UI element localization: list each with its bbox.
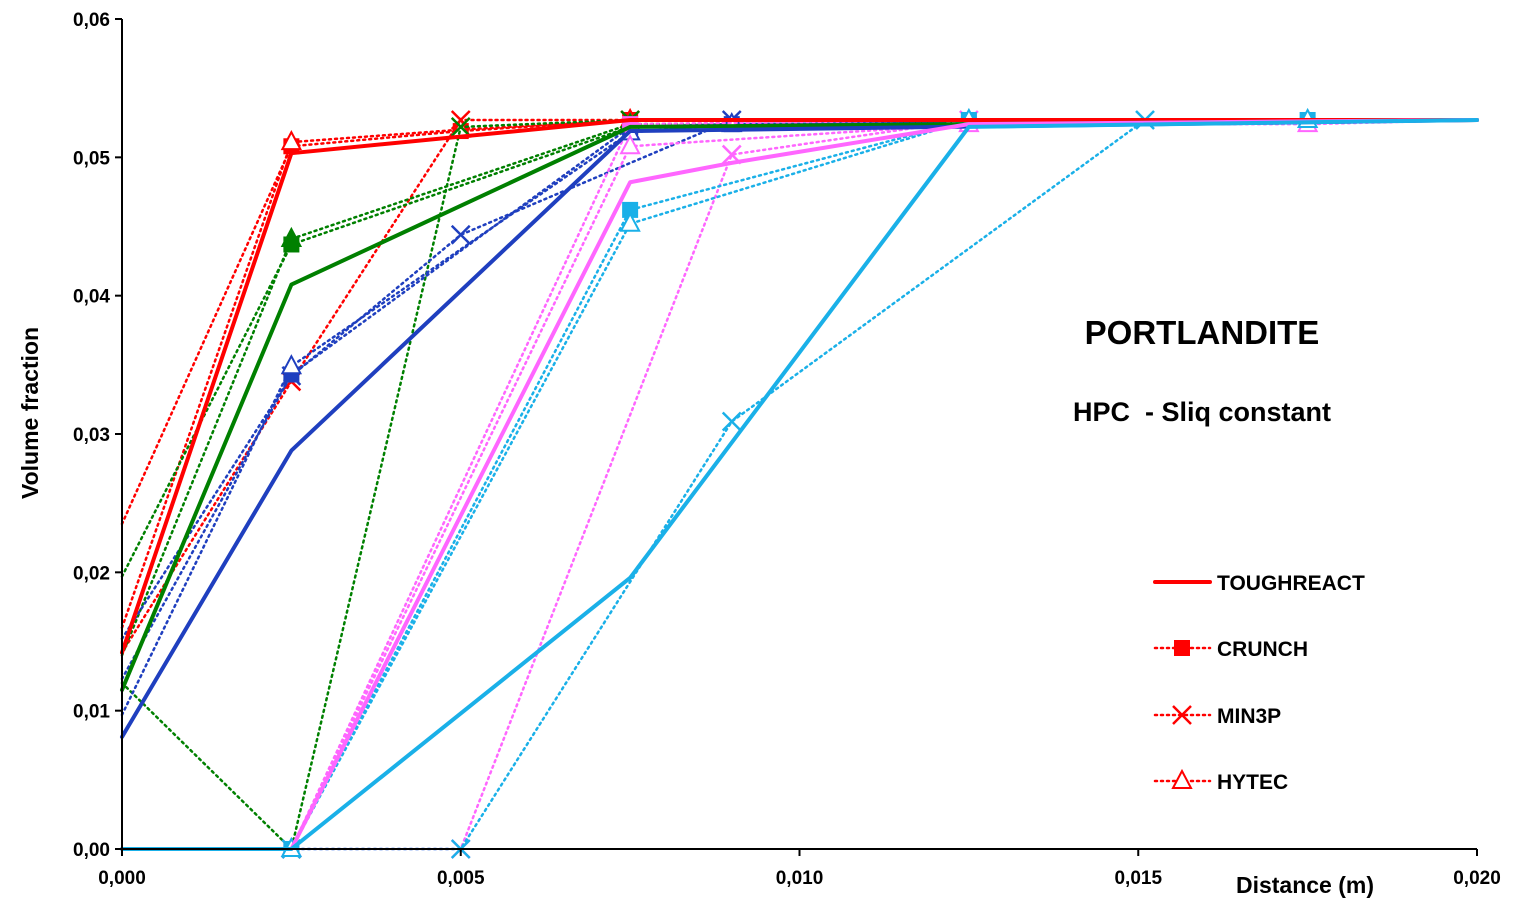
series-pink-hytec-line: [120, 118, 1479, 851]
series-pink-min3p-line: [120, 118, 1479, 851]
series-pink-toughreact-line: [120, 117, 1479, 851]
series-blue-min3p-line: [120, 118, 1479, 640]
series-cyan-toughreact-line: [120, 117, 1479, 851]
legend-item-crunch: CRUNCH: [1153, 638, 1308, 661]
series-pink-min3p-marker-stroke-b: [721, 144, 742, 165]
y-tick-label: 0,05: [73, 148, 110, 169]
series-cyan-crunch-marker: [622, 201, 639, 218]
legend-label: MIN3P: [1217, 705, 1281, 728]
series-blue-hytec-marker: [280, 354, 303, 375]
series-pink-hytec-marker: [619, 134, 641, 155]
x-tick-label: 0,005: [437, 868, 485, 889]
y-tick-label: 0,03: [73, 425, 110, 446]
chart-annotation-title: PORTLANDITE: [1085, 314, 1320, 351]
axes-layer: [115, 18, 1478, 856]
series-red-toughreact-line: [120, 117, 1479, 655]
series-green-hytec-marker: [280, 226, 303, 247]
series-red-hytec-marker: [280, 129, 303, 151]
y-tick-label: 0,04: [73, 287, 110, 308]
legend-marker-sample: [1171, 768, 1193, 789]
chart-annotation-subtitle: HPC - Sliq constant: [1073, 397, 1331, 427]
x-tick-label: 0,000: [98, 868, 146, 889]
legend-item-min3p: MIN3P: [1153, 705, 1281, 728]
x-tick-label: 0,010: [776, 868, 824, 889]
y-tick-label: 0,02: [73, 563, 110, 584]
series-green-min3p-marker-stroke-b: [450, 117, 471, 137]
y-tick-label: 0,01: [73, 702, 110, 723]
series-cyan-min3p-marker-stroke-b: [721, 411, 742, 432]
legend-label: CRUNCH: [1217, 638, 1308, 661]
x-axis-title: Distance (m): [1236, 872, 1374, 898]
y-tick-label: 0,06: [73, 10, 110, 31]
series-cyan-min3p-line: [120, 118, 1479, 851]
series-cyan-hytec-line: [120, 118, 1479, 851]
tick-labels: 0,00 0,01 0,02 0,03 0,04 0,05 0,06 0,000 0,005 0,…: [73, 10, 1501, 889]
legend: TOUGHREACT CRUNCH MIN3P HYTEC: [1153, 572, 1365, 794]
x-tick-label: 0,015: [1114, 868, 1162, 889]
series-cyan-crunch-line: [120, 118, 1479, 851]
series-layer: [120, 107, 1479, 859]
series-cyan-hytec-marker: [619, 211, 641, 232]
y-axis-title: Volume fraction: [17, 327, 43, 499]
legend-item-toughreact: TOUGHREACT: [1153, 572, 1365, 595]
series-blue-min3p-marker-stroke-b: [450, 224, 471, 245]
series-red-hytec-line: [120, 118, 1479, 629]
x-tick-label: 0,020: [1453, 868, 1501, 889]
series-pink-crunch-line: [120, 118, 1479, 851]
y-tick-label: 0,00: [73, 840, 110, 861]
legend-label: HYTEC: [1217, 771, 1288, 794]
legend-marker-sample: [1172, 705, 1192, 725]
series-green-min3p-marker: [450, 117, 471, 137]
legend-marker-sample: [1174, 640, 1190, 656]
legend-item-hytec: HYTEC: [1153, 768, 1288, 794]
legend-label: TOUGHREACT: [1217, 572, 1365, 595]
series-cyan-min3p-marker: [721, 411, 742, 432]
series-blue-min3p-marker: [450, 224, 471, 245]
legend-marker-sample-stroke-b: [1172, 705, 1192, 725]
series-green-min3p-line: [120, 118, 1479, 851]
